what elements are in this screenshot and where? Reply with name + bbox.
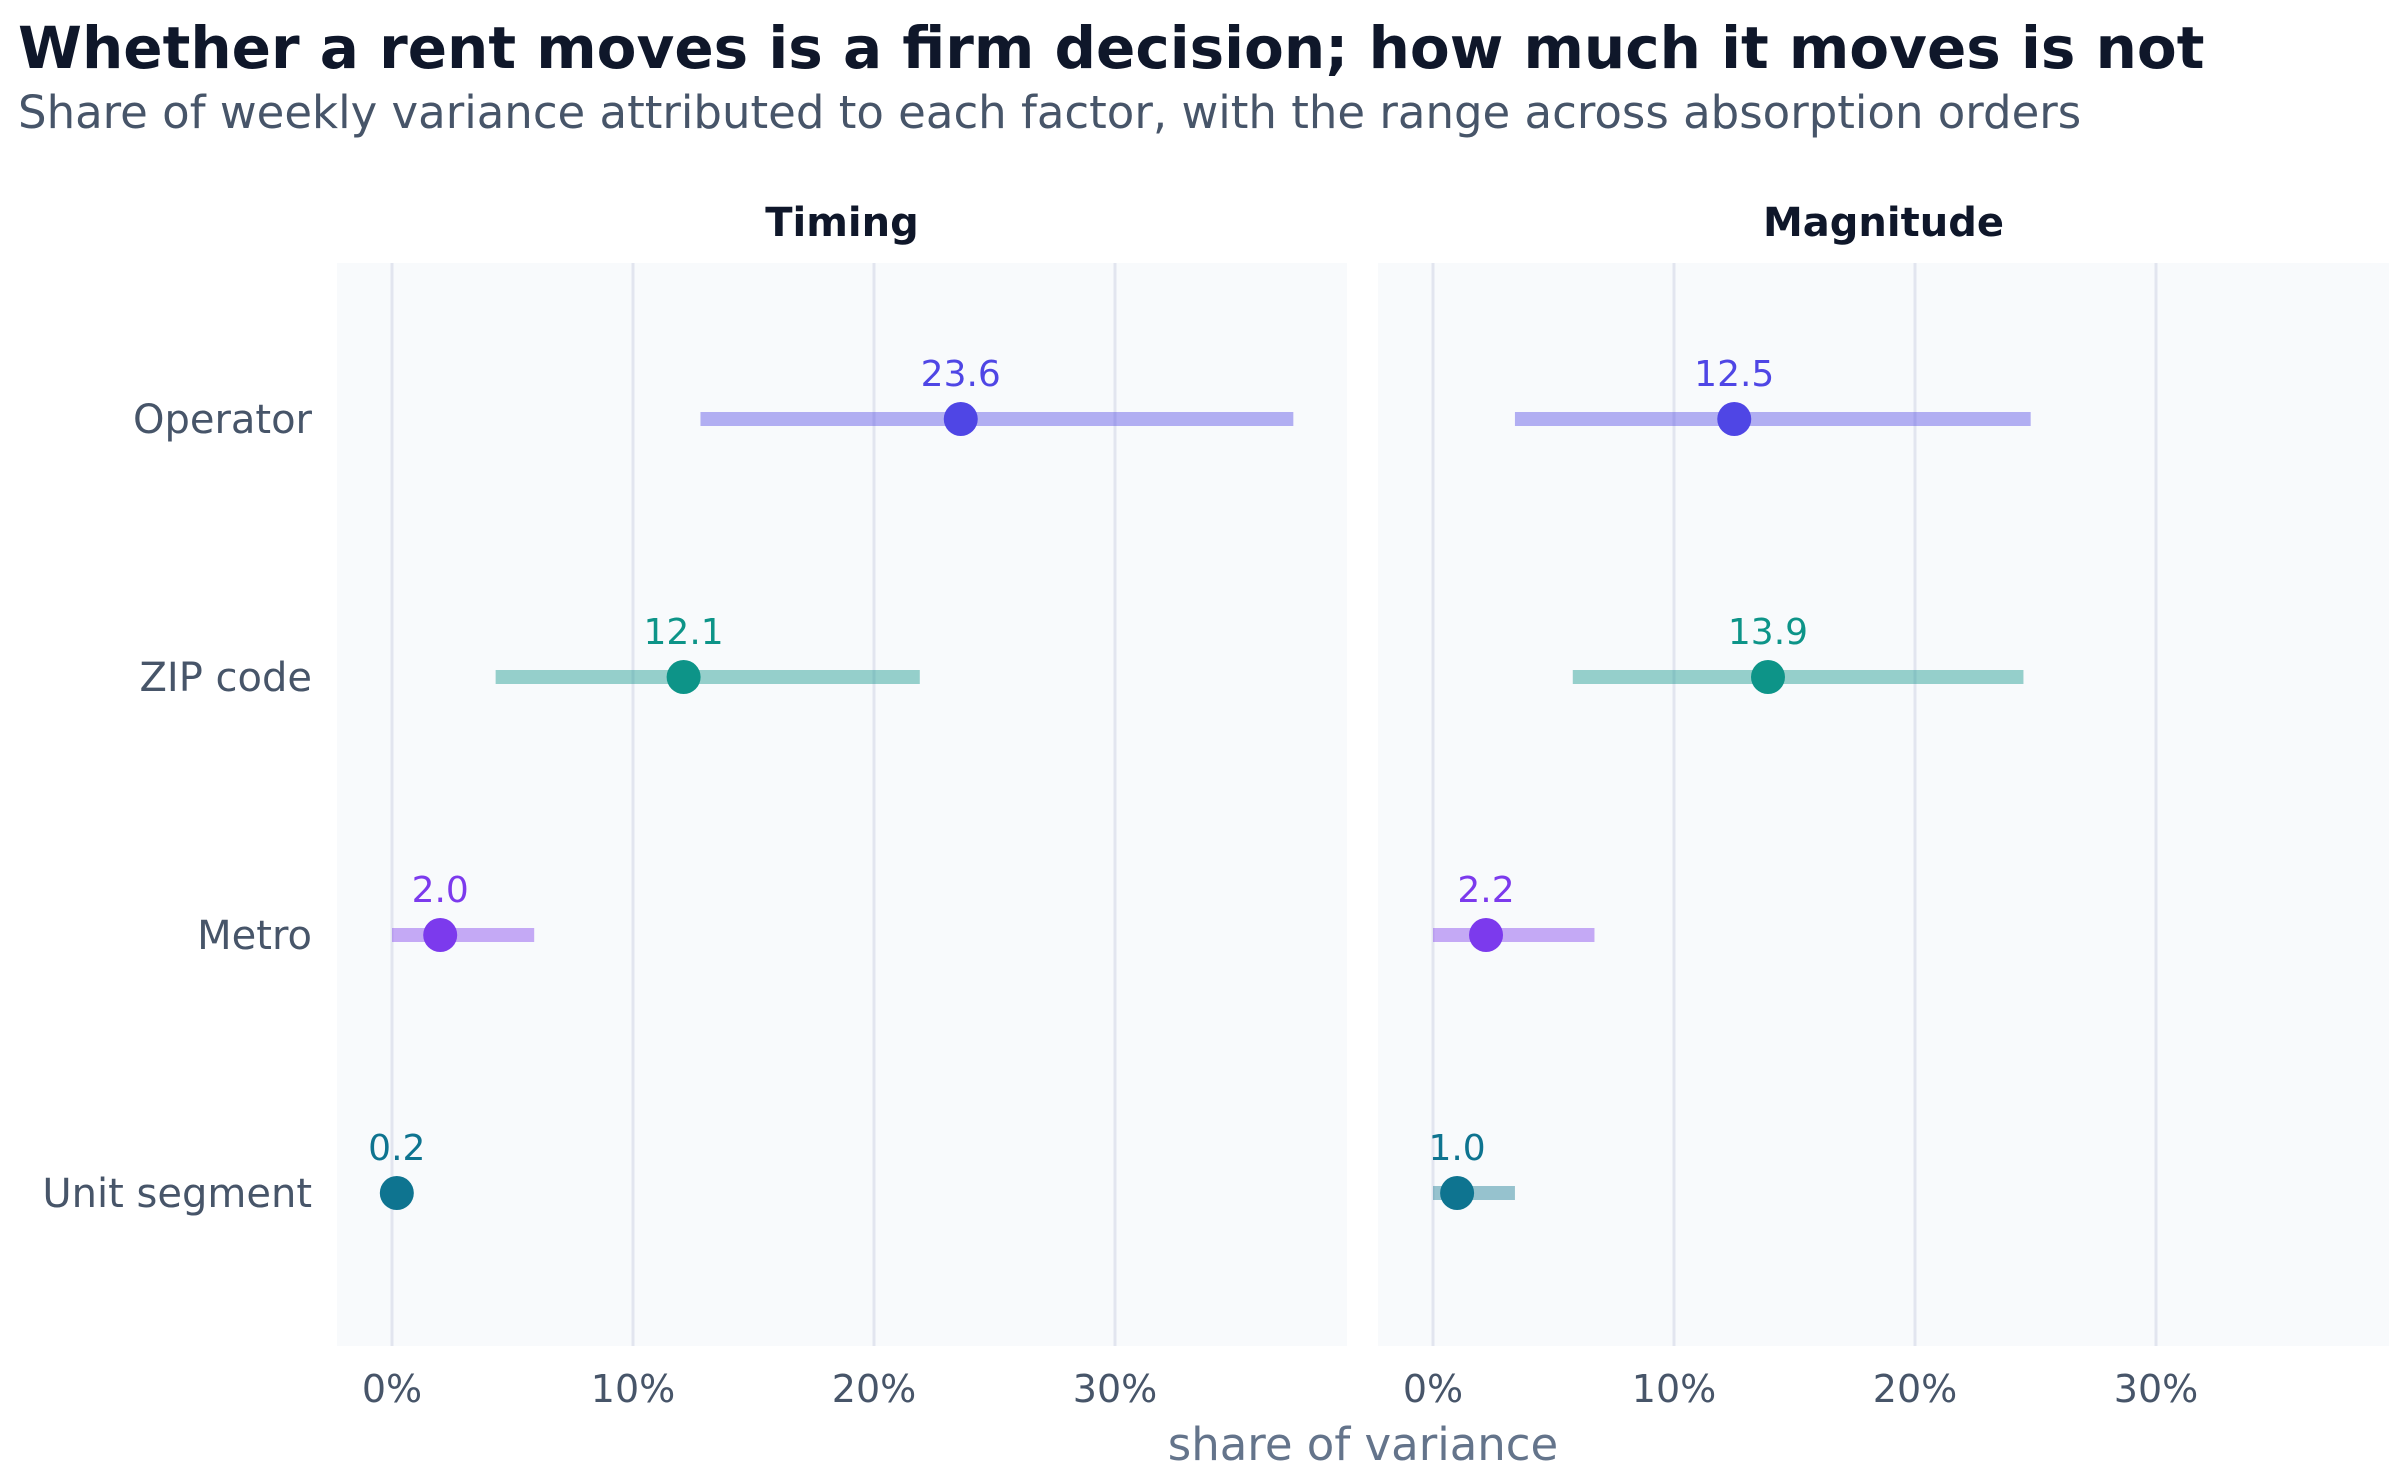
panel-title: Timing [765, 200, 919, 246]
panel-background [337, 263, 1347, 1346]
x-tick-label: 10% [1632, 1367, 1716, 1411]
data-label: 23.6 [921, 354, 1001, 395]
x-tick-label: 0% [362, 1367, 422, 1411]
x-tick-label: 20% [832, 1367, 916, 1411]
point-marker [943, 402, 978, 436]
data-label: 2.2 [1457, 870, 1514, 911]
x-tick-label: 0% [1403, 1367, 1463, 1411]
point-marker [1440, 1176, 1475, 1210]
x-tick-label: 30% [2114, 1367, 2198, 1411]
chart-title: Whether a rent moves is a firm decision;… [18, 14, 2205, 82]
panel-background [1378, 263, 2389, 1346]
data-label: 0.2 [368, 1128, 425, 1169]
panel-title: Magnitude [1763, 200, 2004, 246]
x-tick-label: 20% [1873, 1367, 1957, 1411]
y-category-label: Unit segment [42, 1171, 312, 1217]
x-tick-label: 10% [591, 1367, 675, 1411]
point-marker [1750, 660, 1785, 694]
point-marker [379, 1176, 414, 1210]
point-marker [1717, 402, 1752, 436]
data-label: 12.1 [644, 612, 724, 653]
data-label: 2.0 [412, 870, 469, 911]
data-label: 13.9 [1728, 612, 1808, 653]
x-axis-label: share of variance [1168, 1418, 1558, 1470]
data-label: 1.0 [1428, 1128, 1485, 1169]
y-category-label: ZIP code [140, 655, 313, 701]
data-label: 12.5 [1694, 354, 1774, 395]
point-marker [1469, 918, 1504, 952]
point-marker [666, 660, 701, 694]
y-category-label: Operator [133, 397, 313, 443]
y-category-label: Metro [197, 913, 312, 959]
chart-subtitle: Share of weekly variance attributed to e… [18, 86, 2082, 139]
x-tick-label: 30% [1073, 1367, 1157, 1411]
point-marker [423, 918, 458, 952]
